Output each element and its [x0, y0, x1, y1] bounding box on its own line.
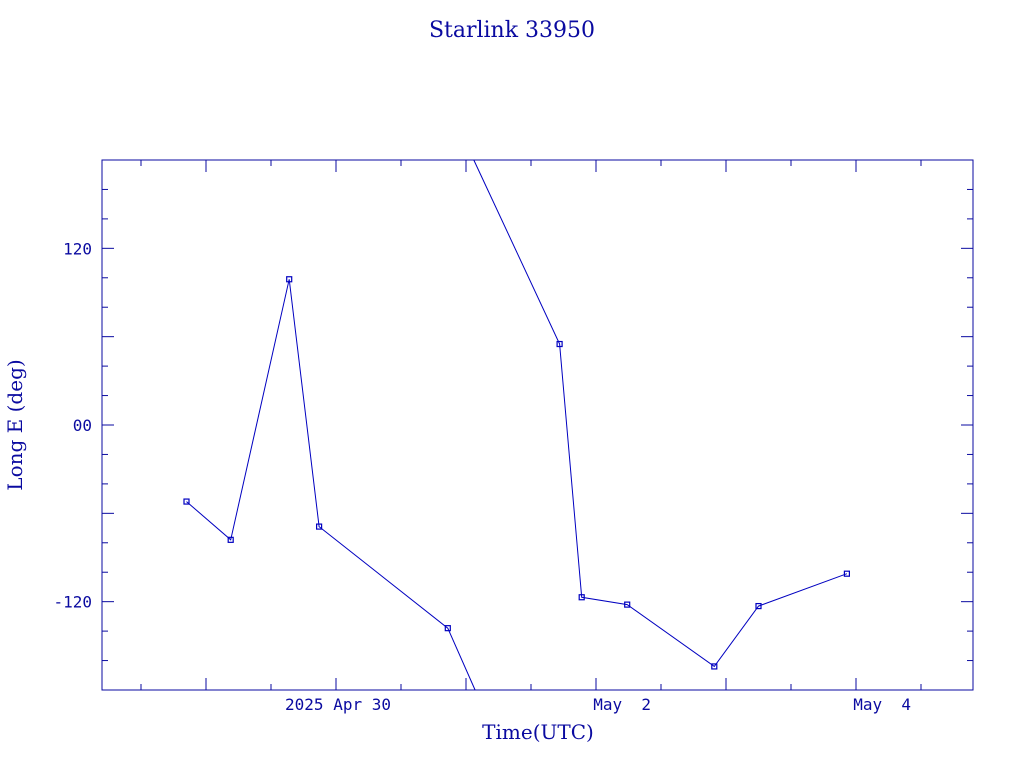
series-group [183, 159, 851, 691]
data-point [578, 594, 585, 601]
chart-title: Starlink 33950 [429, 18, 595, 43]
data-point [316, 523, 323, 530]
data-point [286, 276, 293, 283]
data-point [183, 498, 190, 505]
x-tick-label: May 2 [593, 695, 651, 714]
data-point [556, 340, 563, 348]
data-point [624, 601, 631, 608]
series-line [473, 159, 848, 668]
data-point [755, 602, 762, 610]
axis-ticks [102, 159, 973, 691]
data-point [843, 570, 851, 577]
x-tick-label: 2025 Apr 30 [285, 695, 391, 714]
data-point [711, 663, 718, 670]
y-tick-label: -120 [53, 593, 92, 612]
y-tick-label: 120 [63, 239, 92, 258]
x-tick-label: May 4 [853, 695, 911, 714]
y-tick-label: 00 [73, 416, 92, 435]
series-line [186, 279, 476, 691]
plot-frame [101, 159, 974, 691]
tick-labels: 2025 Apr 30 May 2 May 4 120 00 -120 [53, 239, 911, 714]
data-point [444, 625, 451, 632]
y-axis-title: Long E (deg) [3, 359, 27, 490]
x-axis-title: Time(UTC) [482, 720, 594, 744]
data-point [227, 536, 234, 543]
